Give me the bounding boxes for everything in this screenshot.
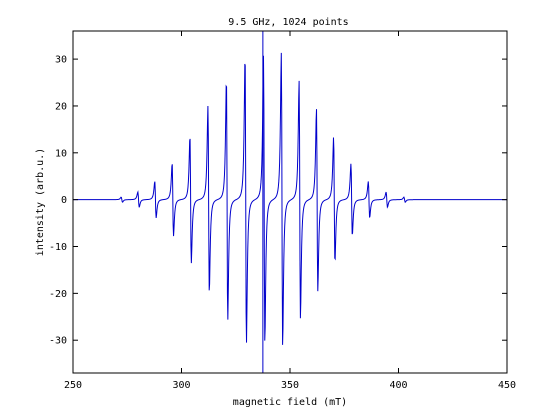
y-tick-label: 20 [55,101,67,112]
x-tick-label: 400 [389,380,407,391]
y-tick-label: 10 [55,148,67,159]
y-tick-label: -10 [49,242,67,253]
y-axis: -30 -20 -10 0 10 20 30 [49,55,507,347]
x-tick-label: 450 [498,380,516,391]
x-tick-label: 300 [172,380,190,391]
plot-area: 250 300 350 400 450 -30 -20 -10 0 10 20 30 [49,30,516,391]
y-tick-label: -20 [49,289,67,300]
spectrum-line [73,52,507,345]
plot-background [73,31,507,373]
x-axis-label: magnetic field (mT) [233,397,347,408]
y-tick-label: 30 [55,55,67,66]
y-tick-label: -30 [49,336,67,347]
y-tick-label: 0 [61,195,67,206]
data-layer [73,31,507,373]
x-tick-label: 250 [64,380,82,391]
chart-title: 9.5 GHz, 1024 points [228,17,348,28]
x-tick-label: 350 [281,380,299,391]
plot-frame [72,30,508,374]
y-axis-label: intensity (arb.u.) [35,148,46,256]
